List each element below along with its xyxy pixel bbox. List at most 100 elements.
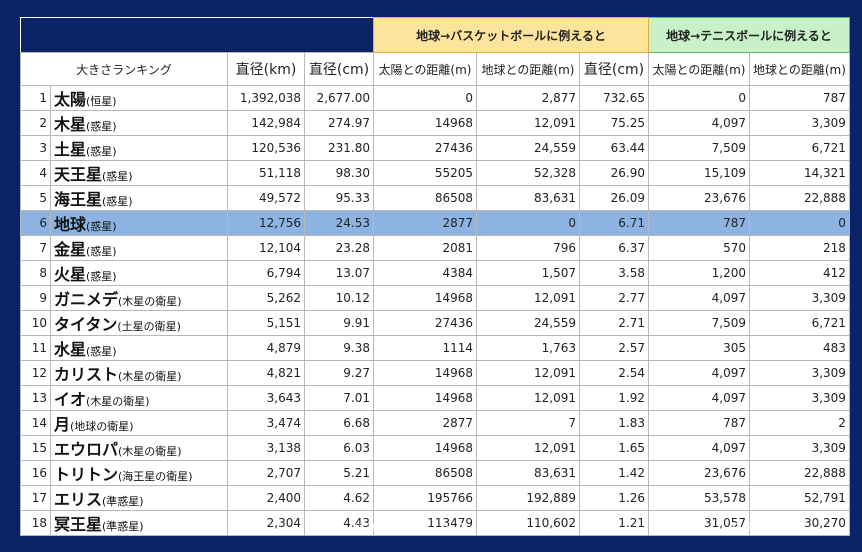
diameter-cm-tn-cell: 26.09 bbox=[579, 185, 649, 211]
diameter-km-cell: 4,821 bbox=[227, 360, 305, 386]
rank-cell: 5 bbox=[20, 185, 51, 211]
rank-cell: 14 bbox=[20, 410, 51, 436]
earth-distance-tn-cell: 3,309 bbox=[749, 110, 850, 136]
diameter-km-cell: 2,400 bbox=[227, 485, 305, 511]
body-type: (準惑星) bbox=[102, 520, 144, 533]
earth-distance-tn-header: 地球との距離(m) bbox=[749, 52, 850, 86]
sun-distance-tn-cell: 15,109 bbox=[648, 160, 750, 186]
table-row: 17 エリス(準惑星) 2,400 4.62 195766 192,889 1.26 53,5… bbox=[20, 485, 850, 511]
diameter-km-header: 直径(km) bbox=[227, 52, 305, 86]
body-name: カリスト bbox=[54, 365, 119, 384]
body-name: 月 bbox=[54, 415, 71, 434]
diameter-cm-tn-cell: 1.21 bbox=[579, 510, 649, 536]
table-row: 1 太陽(恒星) 1,392,038 2,677.00 0 2,877 732.65 0 787 bbox=[20, 85, 850, 111]
sun-distance-tn-cell: 4,097 bbox=[648, 360, 750, 386]
diameter-cm-tn-cell: 6.37 bbox=[579, 235, 649, 261]
sun-distance-bk-cell: 113479 bbox=[373, 510, 477, 536]
sun-distance-tn-header: 太陽との距離(m) bbox=[648, 52, 750, 86]
diameter-km-cell: 5,151 bbox=[227, 310, 305, 336]
diameter-cm-tn-cell: 26.90 bbox=[579, 160, 649, 186]
earth-distance-tn-cell: 6,721 bbox=[749, 135, 850, 161]
body-name-cell: 水星(惑星) bbox=[50, 335, 228, 361]
body-name-cell: 木星(惑星) bbox=[50, 110, 228, 136]
earth-distance-bk-cell: 83,631 bbox=[476, 185, 580, 211]
body-name: エリス bbox=[54, 490, 103, 509]
diameter-cm-bk-cell: 9.27 bbox=[304, 360, 374, 386]
body-name-cell: カリスト(木星の衛星) bbox=[50, 360, 228, 386]
earth-distance-bk-cell: 1,763 bbox=[476, 335, 580, 361]
rank-cell: 15 bbox=[20, 435, 51, 461]
body-type: (惑星) bbox=[86, 345, 117, 358]
diameter-cm-bk-cell: 23.28 bbox=[304, 235, 374, 261]
column-header-row: 大きさランキング 直径(km) 直径(cm) 太陽との距離(m) 地球との距離(… bbox=[20, 52, 850, 86]
earth-distance-bk-cell: 12,091 bbox=[476, 360, 580, 386]
earth-distance-bk-cell: 83,631 bbox=[476, 460, 580, 486]
diameter-km-cell: 1,392,038 bbox=[227, 85, 305, 111]
diameter-km-cell: 12,104 bbox=[227, 235, 305, 261]
body-type: (地球の衛星) bbox=[70, 420, 134, 433]
diameter-cm-tn-cell: 3.58 bbox=[579, 260, 649, 286]
earth-distance-bk-cell: 796 bbox=[476, 235, 580, 261]
rank-cell: 7 bbox=[20, 235, 51, 261]
sun-distance-tn-cell: 53,578 bbox=[648, 485, 750, 511]
diameter-cm-tn-cell: 75.25 bbox=[579, 110, 649, 136]
sun-distance-tn-cell: 23,676 bbox=[648, 185, 750, 211]
sun-distance-bk-cell: 2877 bbox=[373, 410, 477, 436]
earth-distance-tn-cell: 218 bbox=[749, 235, 850, 261]
sun-distance-bk-cell: 14968 bbox=[373, 385, 477, 411]
rank-cell: 12 bbox=[20, 360, 51, 386]
diameter-cm-bk-cell: 5.21 bbox=[304, 460, 374, 486]
diameter-cm-bk-cell: 274.97 bbox=[304, 110, 374, 136]
sun-distance-tn-cell: 1,200 bbox=[648, 260, 750, 286]
diameter-km-cell: 3,643 bbox=[227, 385, 305, 411]
diameter-km-cell: 51,118 bbox=[227, 160, 305, 186]
earth-distance-bk-cell: 192,889 bbox=[476, 485, 580, 511]
rank-cell: 6 bbox=[20, 210, 51, 236]
sun-distance-tn-cell: 305 bbox=[648, 335, 750, 361]
earth-distance-tn-cell: 14,321 bbox=[749, 160, 850, 186]
diameter-cm-tn-header: 直径(cm) bbox=[579, 52, 649, 86]
diameter-km-cell: 4,879 bbox=[227, 335, 305, 361]
table-row: 11 水星(惑星) 4,879 9.38 1114 1,763 2.57 305 483 bbox=[20, 335, 850, 361]
body-name-cell: 太陽(恒星) bbox=[50, 85, 228, 111]
rank-cell: 16 bbox=[20, 460, 51, 486]
body-type: (恒星) bbox=[86, 95, 117, 108]
sun-distance-bk-cell: 14968 bbox=[373, 285, 477, 311]
earth-distance-tn-cell: 22,888 bbox=[749, 185, 850, 211]
body-name: 土星 bbox=[54, 140, 87, 159]
table-row: 3 土星(惑星) 120,536 231.80 27436 24,559 63.44 7,50… bbox=[20, 135, 850, 161]
diameter-cm-bk-cell: 13.07 bbox=[304, 260, 374, 286]
blank-cell bbox=[20, 17, 374, 53]
sun-distance-bk-cell: 195766 bbox=[373, 485, 477, 511]
body-name-cell: 月(地球の衛星) bbox=[50, 410, 228, 436]
body-name-cell: 冥王星(準惑星) bbox=[50, 510, 228, 536]
body-type: (惑星) bbox=[86, 245, 117, 258]
diameter-km-cell: 49,572 bbox=[227, 185, 305, 211]
table-row: 18 冥王星(準惑星) 2,304 4.43 113479 110,602 1.21 31,0… bbox=[20, 510, 850, 536]
table-row: 15 エウロパ(木星の衛星) 3,138 6.03 14968 12,091 1.65 4,0… bbox=[20, 435, 850, 461]
diameter-cm-bk-header: 直径(cm) bbox=[304, 52, 374, 86]
sun-distance-bk-cell: 0 bbox=[373, 85, 477, 111]
diameter-km-cell: 120,536 bbox=[227, 135, 305, 161]
earth-distance-tn-cell: 2 bbox=[749, 410, 850, 436]
body-name-cell: 地球(惑星) bbox=[50, 210, 228, 236]
sun-distance-tn-cell: 787 bbox=[648, 410, 750, 436]
tennis-group-title: 地球→テニスボールに例えると bbox=[648, 17, 850, 53]
diameter-cm-bk-cell: 6.68 bbox=[304, 410, 374, 436]
sun-distance-tn-cell: 23,676 bbox=[648, 460, 750, 486]
rank-cell: 2 bbox=[20, 110, 51, 136]
earth-distance-tn-cell: 3,309 bbox=[749, 285, 850, 311]
earth-distance-tn-cell: 3,309 bbox=[749, 360, 850, 386]
diameter-km-cell: 3,474 bbox=[227, 410, 305, 436]
earth-distance-bk-cell: 0 bbox=[476, 210, 580, 236]
sun-distance-tn-cell: 570 bbox=[648, 235, 750, 261]
table-row: 9 ガニメデ(木星の衛星) 5,262 10.12 14968 12,091 2.77 4,0… bbox=[20, 285, 850, 311]
body-type: (海王星の衛星) bbox=[118, 470, 193, 483]
diameter-cm-bk-cell: 9.38 bbox=[304, 335, 374, 361]
table-row: 12 カリスト(木星の衛星) 4,821 9.27 14968 12,091 2.54 4,0… bbox=[20, 360, 850, 386]
earth-distance-bk-cell: 12,091 bbox=[476, 385, 580, 411]
earth-distance-tn-cell: 30,270 bbox=[749, 510, 850, 536]
rank-cell: 8 bbox=[20, 260, 51, 286]
body-name-cell: エリス(準惑星) bbox=[50, 485, 228, 511]
rank-cell: 4 bbox=[20, 160, 51, 186]
